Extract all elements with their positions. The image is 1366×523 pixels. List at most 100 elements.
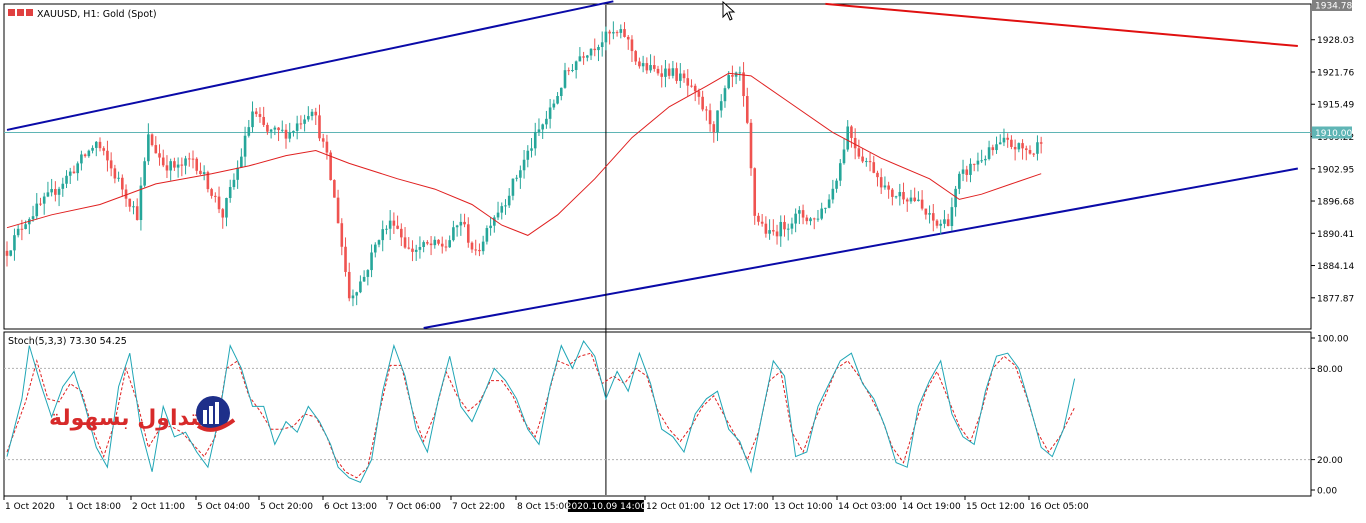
candle-body xyxy=(187,158,191,160)
candle-body xyxy=(169,161,172,171)
candle-body xyxy=(537,129,541,132)
candle-body xyxy=(448,240,451,248)
candle-body xyxy=(950,207,954,227)
candle-body xyxy=(210,189,213,196)
candle-body xyxy=(705,109,708,111)
candle-body xyxy=(779,221,783,237)
candle-body xyxy=(671,68,675,76)
candle-body xyxy=(697,91,701,97)
candle-body xyxy=(861,156,864,162)
stochastic-layer xyxy=(4,339,1311,484)
candle-body xyxy=(31,216,35,220)
candle-body xyxy=(976,160,980,165)
candle-body xyxy=(850,126,853,138)
candle-body xyxy=(1021,143,1024,149)
candle-body xyxy=(251,111,254,128)
candle-body xyxy=(214,195,217,197)
candle-body xyxy=(150,134,154,146)
candle-body xyxy=(1013,146,1017,150)
candle-body xyxy=(459,221,463,226)
candle-body xyxy=(701,96,704,110)
candle-body xyxy=(586,55,589,58)
price-tick-label: 1928.03 xyxy=(1317,36,1354,46)
candle-body xyxy=(764,223,768,234)
candle-body xyxy=(887,185,890,190)
candle-body xyxy=(589,48,593,56)
candle-body xyxy=(310,111,314,117)
candle-body xyxy=(132,206,135,208)
time-tick-label: 14 Oct 19:00 xyxy=(902,502,961,512)
stoch-main-line xyxy=(6,339,1076,484)
axes-layer: 1934.781928.031921.761915.491909.221902.… xyxy=(3,0,1354,512)
trendline-layer[interactable] xyxy=(4,0,1311,495)
candle-body xyxy=(217,196,221,210)
candle-body xyxy=(433,239,437,246)
candle-body xyxy=(347,271,351,299)
candle-body xyxy=(954,188,957,208)
candle-body xyxy=(809,218,812,222)
candle-body xyxy=(946,219,950,227)
price-pane-frame xyxy=(3,3,1312,330)
candle-body xyxy=(135,206,139,221)
candle-body xyxy=(94,141,98,148)
candle-body xyxy=(24,224,27,230)
candle-body xyxy=(660,73,664,77)
lower-channel-trendline[interactable] xyxy=(423,167,1299,329)
candle-body xyxy=(87,150,91,157)
candle-body xyxy=(65,175,68,184)
candle-body xyxy=(318,115,321,139)
resistance-trendline[interactable] xyxy=(825,2,1298,48)
candle-body xyxy=(373,244,377,253)
candle-body xyxy=(519,170,522,178)
candle-body xyxy=(760,221,764,224)
candle-body xyxy=(615,32,619,34)
candle-body xyxy=(493,217,496,226)
candle-body xyxy=(541,124,544,130)
time-tick-label: 2 Oct 11:00 xyxy=(132,502,185,512)
candle-body xyxy=(693,85,697,92)
candle-body xyxy=(600,42,604,48)
chart-symbol-icon xyxy=(17,9,24,16)
time-tick-label: 12 Oct 17:00 xyxy=(710,502,769,512)
time-tick-label: 5 Oct 04:00 xyxy=(197,502,250,512)
stoch-tick-label: 100.00 xyxy=(1317,335,1349,345)
candle-body xyxy=(370,252,373,271)
time-tick-label: 14 Oct 03:00 xyxy=(838,502,897,512)
time-tick-label: 7 Oct 06:00 xyxy=(388,502,441,512)
price-tick-label: 1915.49 xyxy=(1317,101,1354,111)
candle-body xyxy=(411,248,414,252)
candle-body xyxy=(686,78,690,86)
candle-body xyxy=(340,223,344,247)
candle-body xyxy=(307,116,310,120)
current-price-tag xyxy=(1312,126,1352,139)
chart-symbol-icon xyxy=(8,9,15,16)
candle-body xyxy=(496,212,500,218)
candle-body xyxy=(675,68,678,81)
candle-body xyxy=(403,237,407,248)
symbol-header: XAUUSD, H1: Gold (Spot) xyxy=(8,9,157,20)
candle-body xyxy=(236,167,239,180)
candle-body xyxy=(121,177,124,190)
candle-body xyxy=(452,227,455,241)
candle-body xyxy=(1002,137,1006,143)
time-tick-label: 6 Oct 13:00 xyxy=(324,502,377,512)
upper-channel-trendline[interactable] xyxy=(6,0,614,131)
moving-average-line xyxy=(6,72,1042,236)
candle-body xyxy=(652,65,656,69)
candle-body xyxy=(831,188,835,200)
candle-body xyxy=(891,189,894,197)
candle-body xyxy=(277,127,280,131)
candle-body xyxy=(805,217,809,222)
time-tick-label: 7 Oct 22:00 xyxy=(452,502,505,512)
candle-body xyxy=(437,239,440,244)
candle-body xyxy=(72,171,76,174)
candle-body xyxy=(872,162,876,173)
candle-body xyxy=(965,169,969,175)
candle-body xyxy=(221,209,225,218)
candle-body xyxy=(857,148,861,157)
candle-body xyxy=(50,189,53,193)
candle-body xyxy=(972,163,976,165)
symbol-title: XAUUSD, H1: Gold (Spot) xyxy=(37,9,157,20)
